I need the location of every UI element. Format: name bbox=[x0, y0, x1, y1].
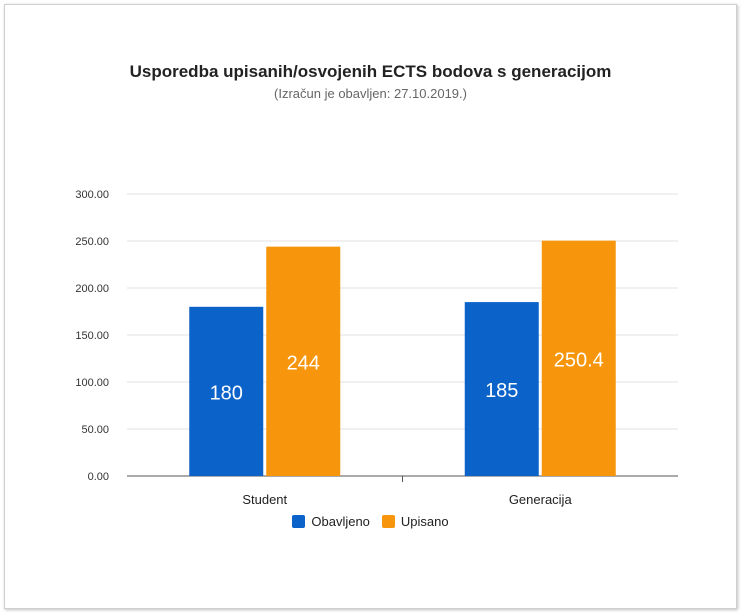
y-tick-label: 100.00 bbox=[75, 377, 109, 389]
data-label: 250.4 bbox=[554, 349, 604, 371]
bar-obavljeno-generacija bbox=[464, 302, 539, 476]
x-tick-label: Generacija bbox=[509, 492, 573, 507]
legend-item-upisano[interactable]: Upisano bbox=[381, 514, 449, 529]
legend-item-obavljeno[interactable]: Obavljeno bbox=[292, 514, 370, 529]
data-label: 244 bbox=[287, 352, 320, 374]
bar-upisano-generacija bbox=[541, 240, 616, 476]
y-tick-label: 50.00 bbox=[81, 424, 109, 436]
chart-title: Usporedba upisanih/osvojenih ECTS bodova… bbox=[129, 62, 612, 81]
legend-label-obavljeno: Obavljeno bbox=[311, 514, 370, 529]
data-label: 185 bbox=[485, 380, 518, 402]
bar-obavljeno-student bbox=[189, 306, 264, 476]
y-tick-label: 150.00 bbox=[75, 330, 109, 342]
data-label: 180 bbox=[210, 382, 243, 404]
y-tick-label: 200.00 bbox=[75, 283, 109, 295]
legend-swatch-upisano bbox=[381, 515, 395, 528]
x-tick-label: Student bbox=[242, 492, 287, 507]
legend: Obavljeno Upisano bbox=[0, 514, 741, 529]
legend-swatch-obavljeno bbox=[292, 515, 306, 528]
bar-upisano-student bbox=[266, 246, 341, 476]
y-tick-label: 250.00 bbox=[75, 236, 109, 248]
y-tick-label: 0.00 bbox=[88, 471, 109, 483]
y-tick-label: 300.00 bbox=[75, 189, 109, 201]
legend-label-upisano: Upisano bbox=[400, 514, 449, 529]
chart-subtitle: (Izračun je obavljen: 27.10.2019.) bbox=[274, 86, 467, 101]
